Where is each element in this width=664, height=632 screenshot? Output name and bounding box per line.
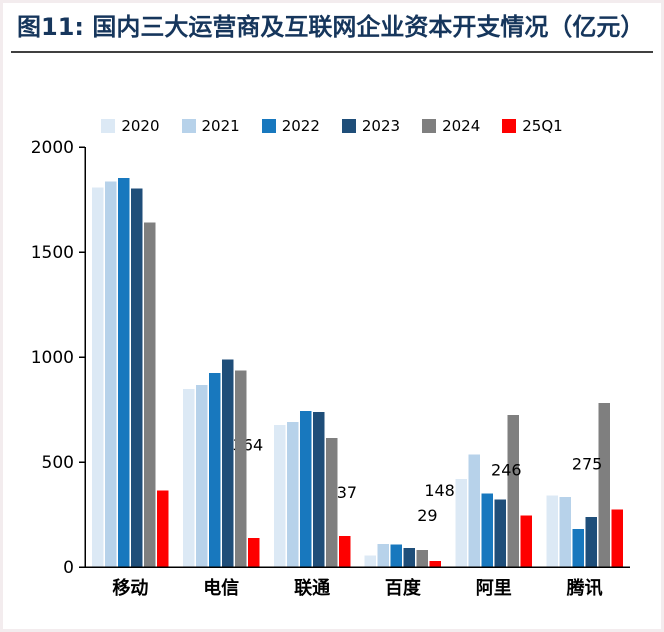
legend-label: 2021	[201, 116, 240, 135]
bar-2023-百度	[403, 547, 416, 567]
bar-25Q1-联通	[338, 535, 351, 567]
bar-2022-移动	[118, 177, 130, 567]
x-category-label: 阿里	[476, 578, 512, 599]
bar-2021-百度	[377, 543, 390, 567]
legend-label: 2022	[281, 116, 320, 135]
legend-label: 2020	[121, 116, 160, 135]
bar-2023-阿里	[494, 499, 506, 567]
y-tick-label: 0	[63, 558, 74, 578]
legend-swatch-2022	[261, 118, 276, 133]
bar-2024-百度	[416, 549, 429, 567]
bar-2024-阿里	[507, 414, 519, 567]
x-category-label: 移动	[112, 577, 148, 599]
bar-2024-腾讯	[598, 402, 610, 567]
bar-2021-腾讯	[559, 496, 571, 567]
legend-label: 25Q1	[522, 116, 563, 135]
legend-item-25Q1: 25Q1	[502, 116, 563, 135]
legend-label: 2024	[442, 116, 481, 135]
x-category-label: 百度	[385, 577, 422, 599]
chart-legend: 2020 2021 2022 2023 2024 25Q1	[11, 117, 653, 135]
bar-2024-联通	[325, 437, 338, 567]
bar-2020-联通	[273, 424, 286, 567]
legend-item-2023: 2023	[341, 116, 401, 135]
bar-25Q1-百度	[429, 560, 442, 567]
legend-swatch-25Q1	[502, 118, 517, 133]
y-tick-label: 1500	[31, 243, 74, 263]
legend-swatch-2023	[341, 118, 356, 133]
bar-value-label: 29	[417, 506, 437, 525]
legend-swatch-2021	[181, 118, 196, 133]
bar-value-label: 275	[572, 454, 603, 473]
bar-2023-移动	[131, 188, 143, 567]
title-divider	[11, 50, 653, 53]
bar-2021-移动	[105, 181, 117, 567]
y-tick-label: 1000	[31, 348, 74, 368]
x-category-label: 腾讯	[567, 577, 603, 599]
x-category-label: 联通	[294, 578, 330, 599]
bar-value-label: 148	[424, 481, 455, 500]
bar-2020-电信	[183, 388, 195, 567]
bar-2021-电信	[196, 384, 208, 567]
bar-2024-移动	[144, 222, 156, 567]
bar-chart: 移动364电信137联通148百度29阿里246腾讯27505001000150…	[31, 138, 630, 599]
bar-2022-阿里	[481, 493, 493, 567]
legend-item-2024: 2024	[422, 117, 480, 135]
bar-2022-电信	[209, 372, 221, 567]
x-category-label: 电信	[203, 577, 239, 599]
bar-2022-联通	[299, 410, 312, 567]
bar-2020-阿里	[455, 478, 467, 567]
legend-item-2022: 2022	[261, 116, 320, 135]
bar-2020-百度	[364, 555, 377, 567]
bar-value-label: 246	[491, 460, 522, 479]
figure-title: 图11: 国内三大运营商及互联网企业资本开支情况（亿元）	[17, 13, 645, 41]
legend-swatch-2020	[101, 118, 116, 133]
bar-2020-移动	[92, 187, 104, 567]
bar-2024-电信	[235, 370, 247, 567]
legend-item-2021: 2021	[181, 116, 240, 135]
bar-25Q1-腾讯	[611, 509, 623, 567]
bar-2022-百度	[390, 544, 403, 567]
legend-item-2020: 2020	[101, 116, 160, 135]
bar-25Q1-移动	[157, 490, 169, 567]
legend-swatch-2024	[422, 118, 437, 133]
bar-25Q1-电信	[248, 537, 260, 567]
bar-2023-联通	[312, 411, 325, 567]
bar-25Q1-阿里	[520, 515, 532, 567]
bar-2023-腾讯	[585, 516, 597, 567]
bar-2021-阿里	[468, 454, 480, 567]
bar-2021-联通	[286, 421, 299, 567]
bar-2023-电信	[222, 359, 234, 567]
bar-2020-腾讯	[546, 495, 558, 567]
y-tick-label: 500	[42, 453, 74, 473]
y-tick-label: 2000	[31, 138, 74, 158]
bar-2022-腾讯	[572, 528, 584, 567]
legend-label: 2023	[361, 116, 401, 135]
